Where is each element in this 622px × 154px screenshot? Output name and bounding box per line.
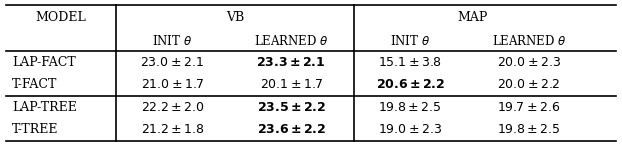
Text: $20.1 \pm 1.7$: $20.1 \pm 1.7$ xyxy=(260,78,323,91)
Text: $23.0 \pm 2.1$: $23.0 \pm 2.1$ xyxy=(141,56,204,69)
Text: MAP: MAP xyxy=(457,11,488,24)
Text: $\mathbf{23.3 \pm 2.1}$: $\mathbf{23.3 \pm 2.1}$ xyxy=(256,56,326,69)
Text: $19.8 \pm 2.5$: $19.8 \pm 2.5$ xyxy=(378,101,442,113)
Text: $19.8 \pm 2.5$: $19.8 \pm 2.5$ xyxy=(497,123,560,136)
Text: $\mathbf{23.5 \pm 2.2}$: $\mathbf{23.5 \pm 2.2}$ xyxy=(257,101,325,113)
Text: LAP-TREE: LAP-TREE xyxy=(12,101,77,113)
Text: $\mathbf{23.6 \pm 2.2}$: $\mathbf{23.6 \pm 2.2}$ xyxy=(257,123,325,136)
Text: $20.0 \pm 2.2$: $20.0 \pm 2.2$ xyxy=(498,78,560,91)
Text: LEARNED $\theta$: LEARNED $\theta$ xyxy=(491,34,566,48)
Text: $\mathbf{20.6 \pm 2.2}$: $\mathbf{20.6 \pm 2.2}$ xyxy=(376,78,445,91)
Text: MODEL: MODEL xyxy=(35,11,86,24)
Text: LEARNED $\theta$: LEARNED $\theta$ xyxy=(254,34,328,48)
Text: $19.7 \pm 2.6$: $19.7 \pm 2.6$ xyxy=(498,101,560,113)
Text: LAP-FACT: LAP-FACT xyxy=(12,56,76,69)
Text: $21.0 \pm 1.7$: $21.0 \pm 1.7$ xyxy=(141,78,204,91)
Text: $15.1 \pm 3.8$: $15.1 \pm 3.8$ xyxy=(378,56,442,69)
Text: $21.2 \pm 1.8$: $21.2 \pm 1.8$ xyxy=(141,123,204,136)
Text: INIT $\theta$: INIT $\theta$ xyxy=(152,34,192,48)
Text: $19.0 \pm 2.3$: $19.0 \pm 2.3$ xyxy=(378,123,442,136)
Text: T-TREE: T-TREE xyxy=(12,123,59,136)
Text: VB: VB xyxy=(226,11,244,24)
Text: $20.0 \pm 2.3$: $20.0 \pm 2.3$ xyxy=(497,56,561,69)
Text: T-FACT: T-FACT xyxy=(12,78,58,91)
Text: INIT $\theta$: INIT $\theta$ xyxy=(390,34,430,48)
Text: $22.2 \pm 2.0$: $22.2 \pm 2.0$ xyxy=(141,101,204,113)
